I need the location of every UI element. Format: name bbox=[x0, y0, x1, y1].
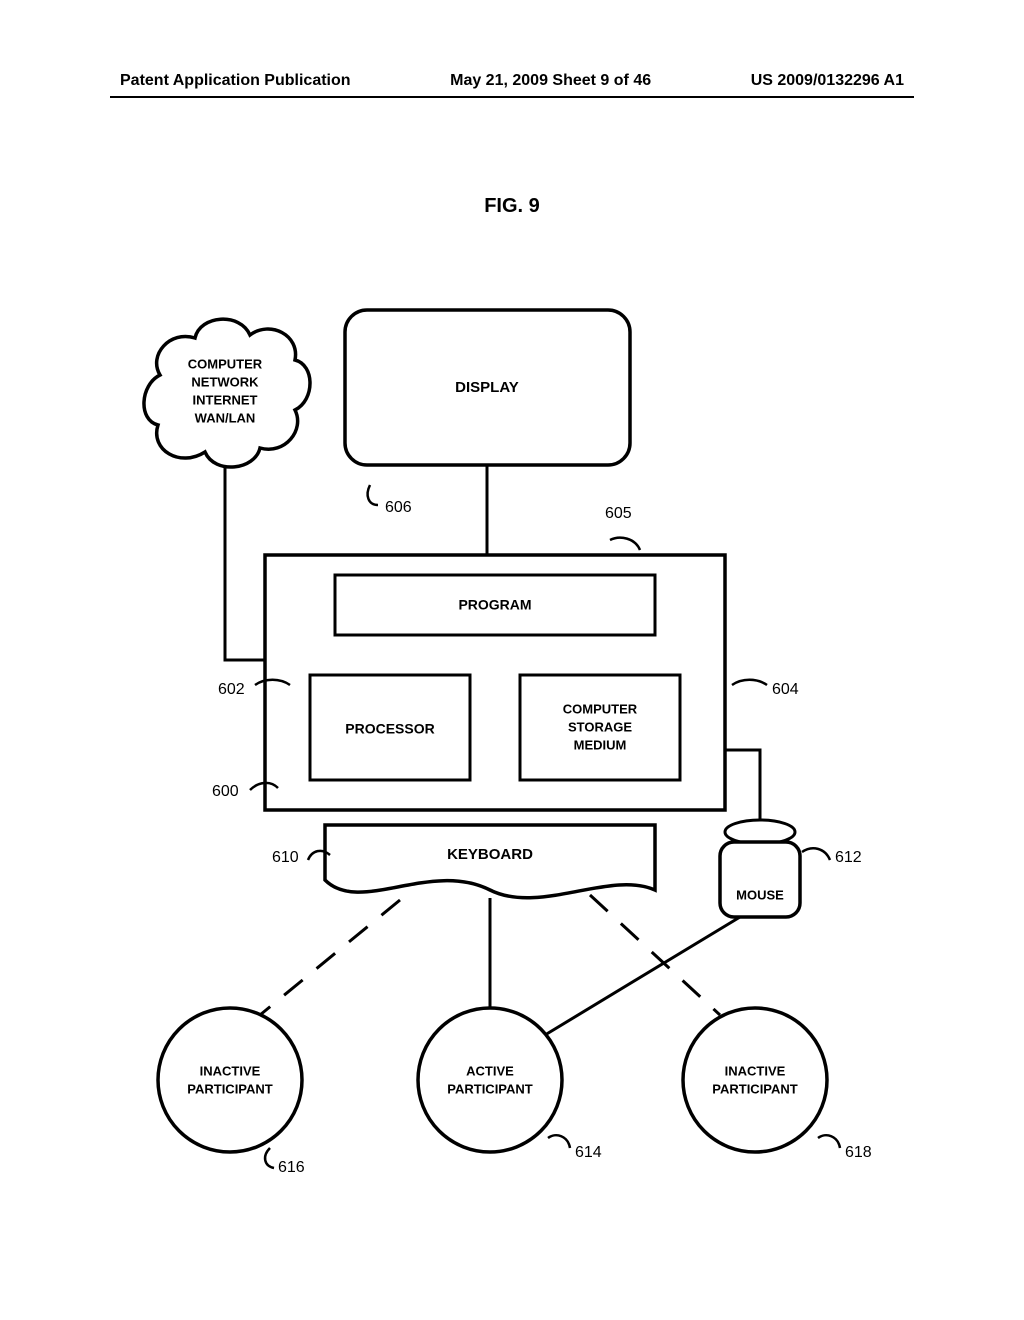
display-box: DISPLAY bbox=[345, 310, 630, 465]
patent-header: Patent Application Publication May 21, 2… bbox=[0, 72, 1024, 90]
ref-604-hook bbox=[732, 680, 767, 685]
figure-title: FIG. 9 bbox=[0, 195, 1024, 218]
storage-label-2: STORAGE bbox=[568, 719, 632, 734]
header-right: US 2009/0132296 A1 bbox=[751, 72, 904, 90]
p-right-2: PARTICIPANT bbox=[712, 1081, 798, 1096]
header-rule bbox=[110, 96, 914, 98]
cloud-label-4: WAN/LAN bbox=[195, 410, 256, 425]
cloud-label-2: NETWORK bbox=[191, 374, 259, 389]
ref-612-hook bbox=[802, 848, 830, 860]
keyboard-box: KEYBOARD bbox=[325, 825, 655, 898]
ref-618: 618 bbox=[845, 1144, 872, 1161]
ref-610: 610 bbox=[272, 849, 299, 866]
participant-mid: ACTIVE PARTICIPANT bbox=[418, 1008, 562, 1152]
ref-614: 614 bbox=[575, 1144, 602, 1161]
processor-label: PROCESSOR bbox=[345, 721, 434, 737]
conn-kb-left bbox=[260, 900, 400, 1015]
ref-600: 600 bbox=[212, 783, 239, 800]
ref-606-hook bbox=[368, 485, 378, 505]
ref-602: 602 bbox=[218, 681, 245, 698]
cloud-label-1: COMPUTER bbox=[188, 356, 263, 371]
keyboard-label: KEYBOARD bbox=[447, 846, 533, 863]
header-left: Patent Application Publication bbox=[120, 72, 351, 90]
cloud-label-3: INTERNET bbox=[193, 392, 258, 407]
ref-612: 612 bbox=[835, 849, 862, 866]
ref-616: 616 bbox=[278, 1159, 305, 1176]
figure-9-diagram: COMPUTER NETWORK INTERNET WAN/LAN DISPLA… bbox=[100, 280, 924, 1180]
participant-left: INACTIVE PARTICIPANT bbox=[158, 1008, 302, 1152]
ref-618-hook bbox=[818, 1135, 840, 1148]
ref-616-hook bbox=[265, 1148, 274, 1168]
mouse-shape: MOUSE bbox=[720, 750, 800, 917]
p-mid-2: PARTICIPANT bbox=[447, 1081, 533, 1096]
p-mid-1: ACTIVE bbox=[466, 1063, 514, 1078]
ref-605: 605 bbox=[605, 505, 632, 522]
program-label: PROGRAM bbox=[458, 597, 531, 613]
storage-label-1: COMPUTER bbox=[563, 701, 638, 716]
ref-604: 604 bbox=[772, 681, 799, 698]
cloud-network: COMPUTER NETWORK INTERNET WAN/LAN bbox=[144, 319, 310, 467]
header-center: May 21, 2009 Sheet 9 of 46 bbox=[450, 72, 651, 90]
conn-cloud-main bbox=[225, 465, 265, 660]
display-label: DISPLAY bbox=[455, 379, 519, 396]
mouse-label: MOUSE bbox=[736, 887, 784, 902]
ref-614-hook bbox=[548, 1135, 570, 1148]
conn-mouse-mid bbox=[545, 917, 740, 1035]
ref-606: 606 bbox=[385, 499, 412, 516]
p-left-1: INACTIVE bbox=[200, 1063, 261, 1078]
participant-right: INACTIVE PARTICIPANT bbox=[683, 1008, 827, 1152]
storage-label-3: MEDIUM bbox=[574, 737, 627, 752]
p-right-1: INACTIVE bbox=[725, 1063, 786, 1078]
patent-page: Patent Application Publication May 21, 2… bbox=[0, 0, 1024, 1320]
ref-605-hook bbox=[610, 538, 640, 550]
p-left-2: PARTICIPANT bbox=[187, 1081, 273, 1096]
